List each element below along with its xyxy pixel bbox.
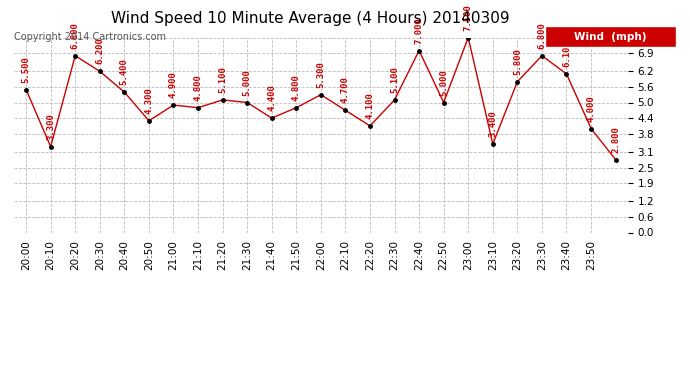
Text: 5.000: 5.000	[439, 69, 449, 96]
Text: 4.800: 4.800	[193, 74, 203, 101]
Text: 6.800: 6.800	[70, 22, 80, 49]
Text: 5.100: 5.100	[390, 66, 399, 93]
Text: 4.800: 4.800	[292, 74, 301, 101]
Text: 6.200: 6.200	[95, 38, 104, 64]
Text: 4.900: 4.900	[169, 71, 178, 98]
Text: Copyright 2014 Cartronics.com: Copyright 2014 Cartronics.com	[14, 32, 166, 42]
Text: 5.500: 5.500	[21, 56, 30, 82]
Text: 6.100: 6.100	[562, 40, 571, 67]
Text: Wind  (mph): Wind (mph)	[574, 32, 647, 42]
Text: 5.000: 5.000	[243, 69, 252, 96]
Text: 5.400: 5.400	[120, 58, 129, 85]
Text: 7.500: 7.500	[464, 4, 473, 30]
Text: 5.800: 5.800	[513, 48, 522, 75]
Text: 5.300: 5.300	[316, 61, 326, 88]
Text: 4.300: 4.300	[144, 87, 153, 114]
Text: 4.700: 4.700	[341, 76, 350, 104]
Text: 7.000: 7.000	[415, 16, 424, 44]
Text: 4.000: 4.000	[586, 94, 595, 122]
Text: 5.100: 5.100	[218, 66, 227, 93]
Text: 4.400: 4.400	[267, 84, 276, 111]
Text: 6.800: 6.800	[538, 22, 546, 49]
Text: Wind Speed 10 Minute Average (4 Hours) 20140309: Wind Speed 10 Minute Average (4 Hours) 2…	[111, 11, 510, 26]
Text: 4.100: 4.100	[366, 92, 375, 119]
Text: 3.400: 3.400	[489, 110, 497, 137]
Text: 2.800: 2.800	[611, 126, 620, 153]
Text: 3.300: 3.300	[46, 113, 55, 140]
